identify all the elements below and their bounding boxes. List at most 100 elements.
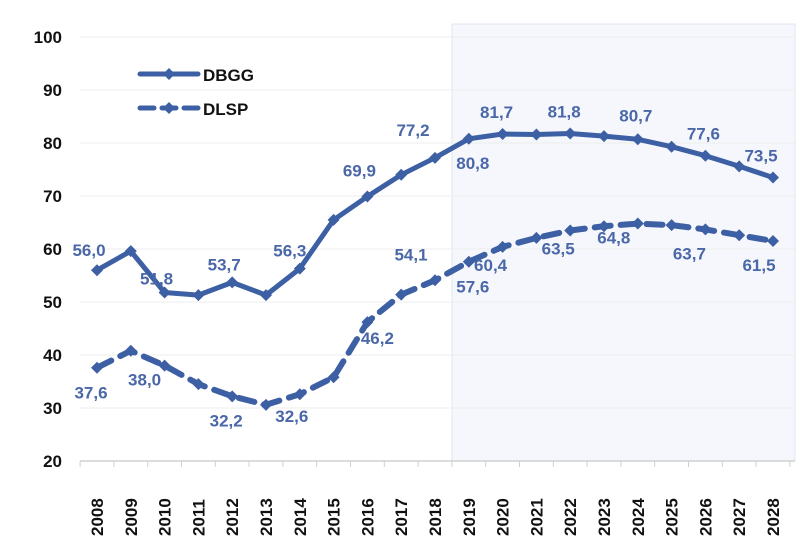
x-tick-label: 2026 xyxy=(696,498,715,536)
data-point-dlsp xyxy=(767,235,779,248)
data-label-dlsp: 32,6 xyxy=(275,407,308,426)
data-label-dbgg: 80,7 xyxy=(619,106,652,125)
data-label-dlsp: 54,1 xyxy=(394,245,427,264)
data-label-dbgg: 51,8 xyxy=(140,269,173,288)
data-point-dlsp xyxy=(665,219,678,232)
data-label-dbgg: 77,6 xyxy=(687,125,720,144)
x-tick-label: 2027 xyxy=(730,498,749,536)
data-label-dbgg: 56,3 xyxy=(273,242,306,261)
data-point-dbgg xyxy=(192,289,205,302)
data-point-dlsp xyxy=(327,371,340,384)
y-tick-label: 50 xyxy=(43,293,62,312)
x-tick-label: 2019 xyxy=(460,498,479,536)
data-point-dbgg xyxy=(530,128,543,141)
data-label-dbgg: 81,8 xyxy=(548,102,581,121)
x-tick-label: 2018 xyxy=(426,498,445,536)
data-point-dlsp xyxy=(361,316,374,329)
data-point-dbgg xyxy=(226,276,239,289)
x-tick-label: 2012 xyxy=(223,498,242,536)
y-tick-label: 40 xyxy=(43,346,62,365)
data-point-dbgg xyxy=(462,132,475,145)
data-point-dbgg xyxy=(631,133,644,146)
y-tick-label: 100 xyxy=(34,28,62,47)
legend-dlsp-label: DLSP xyxy=(203,100,248,119)
data-point-dlsp xyxy=(158,359,171,372)
data-point-dlsp xyxy=(530,231,543,244)
y-tick-label: 60 xyxy=(43,240,62,259)
data-point-dlsp xyxy=(429,274,441,287)
data-point-dlsp xyxy=(293,388,306,401)
data-point-dbgg xyxy=(124,245,137,258)
data-label-dbgg: 73,5 xyxy=(744,146,777,165)
y-tick-label: 80 xyxy=(43,134,62,153)
data-point-dbgg xyxy=(293,262,306,275)
x-tick-label: 2011 xyxy=(189,499,208,536)
data-label-dbgg: 56,0 xyxy=(72,241,105,260)
data-point-dbgg xyxy=(598,130,610,143)
x-tick-label: 2015 xyxy=(325,498,344,536)
data-point-dbgg xyxy=(327,213,340,226)
data-label-dlsp: 63,5 xyxy=(542,239,575,258)
x-tick-label: 2014 xyxy=(291,498,310,536)
x-tick-label: 2021 xyxy=(527,498,546,536)
data-point-dbgg xyxy=(564,127,577,140)
legend-dlsp-marker xyxy=(163,102,175,114)
y-tick-label: 30 xyxy=(43,399,62,418)
legend-dbgg-marker xyxy=(163,68,175,80)
data-point-dbgg xyxy=(158,286,171,299)
x-tick-label: 2024 xyxy=(629,498,648,536)
x-tick-label: 2020 xyxy=(494,498,513,536)
x-tick-label: 2016 xyxy=(358,498,377,536)
data-point-dlsp xyxy=(124,344,137,357)
data-label-dbgg: 69,9 xyxy=(343,162,376,181)
data-label-dlsp: 61,5 xyxy=(742,256,775,275)
data-point-dbgg xyxy=(665,140,678,153)
data-label-dlsp: 46,2 xyxy=(361,329,394,348)
data-point-dbgg xyxy=(767,171,779,184)
data-label-dbgg: 53,7 xyxy=(208,255,241,274)
data-point-dbgg xyxy=(91,264,103,277)
data-point-dlsp xyxy=(564,224,577,237)
data-point-dbgg xyxy=(395,168,408,181)
data-point-dlsp xyxy=(91,361,103,374)
data-point-dlsp xyxy=(192,378,205,391)
data-point-dlsp xyxy=(598,220,610,233)
data-label-dbgg: 81,7 xyxy=(480,103,513,122)
data-label-dlsp: 38,0 xyxy=(128,371,161,390)
x-tick-label: 2025 xyxy=(663,498,682,536)
data-point-dbgg xyxy=(496,127,509,140)
data-point-dlsp xyxy=(462,255,475,268)
data-point-dlsp xyxy=(631,217,644,230)
data-point-dlsp xyxy=(395,288,408,301)
data-point-dlsp xyxy=(733,229,746,242)
data-label-dlsp: 63,7 xyxy=(673,244,706,263)
data-label-dlsp: 64,8 xyxy=(597,229,630,248)
data-point-dlsp xyxy=(260,398,272,411)
x-tick-label: 2017 xyxy=(392,498,411,536)
x-tick-label: 2009 xyxy=(122,498,141,536)
x-tick-label: 2013 xyxy=(257,498,276,536)
data-point-dbgg xyxy=(733,160,746,173)
legend-dbgg-label: DBGG xyxy=(203,66,254,85)
data-point-dlsp xyxy=(496,240,509,253)
y-tick-label: 70 xyxy=(43,187,62,206)
y-tick-label: 90 xyxy=(43,81,62,100)
data-label-dbgg: 80,8 xyxy=(456,154,489,173)
data-label-dlsp: 37,6 xyxy=(74,384,107,403)
x-tick-label: 2022 xyxy=(561,498,580,536)
data-point-dlsp xyxy=(226,390,239,403)
data-point-dlsp xyxy=(699,223,712,236)
legend: DBGG DLSP xyxy=(137,66,254,119)
data-point-dbgg xyxy=(429,151,441,164)
x-tick-label: 2028 xyxy=(764,498,783,536)
x-tick-label: 2008 xyxy=(88,498,107,536)
data-label-dlsp: 60,4 xyxy=(474,256,508,275)
data-point-dbgg xyxy=(699,149,712,162)
x-tick-label: 2023 xyxy=(595,498,614,536)
y-tick-label: 20 xyxy=(43,452,62,471)
data-point-dbgg xyxy=(260,289,272,302)
data-label-dbgg: 77,2 xyxy=(396,121,429,140)
data-point-dbgg xyxy=(361,190,374,203)
x-tick-label: 2010 xyxy=(156,498,175,536)
